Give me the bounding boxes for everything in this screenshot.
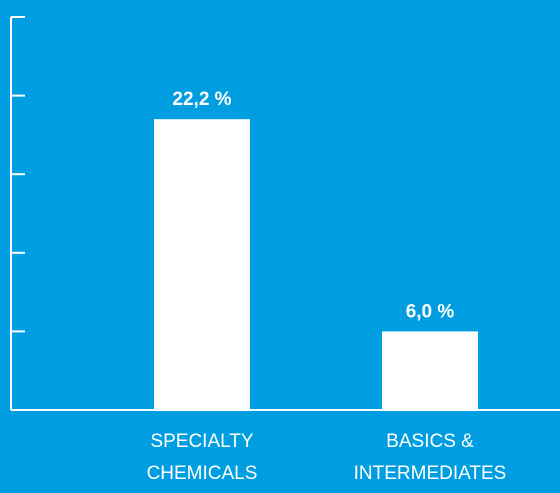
y-axis-ticks: [11, 16, 25, 411]
category-label: INTERMEDIATES: [354, 463, 507, 484]
bars-group: [154, 119, 478, 411]
labels-group: 22,2 % SPECIALTY CHEMICALS 6,0 % BASICS & INT…: [147, 89, 507, 484]
bar: [382, 331, 478, 410]
bar-value-label: 22,2 %: [172, 89, 231, 110]
bar-value-label: 6,0 %: [406, 301, 455, 322]
category-label: CHEMICALS: [147, 463, 258, 484]
bar: [154, 119, 250, 411]
category-label: BASICS &: [386, 431, 474, 452]
category-label: SPECIALTY: [150, 431, 253, 452]
